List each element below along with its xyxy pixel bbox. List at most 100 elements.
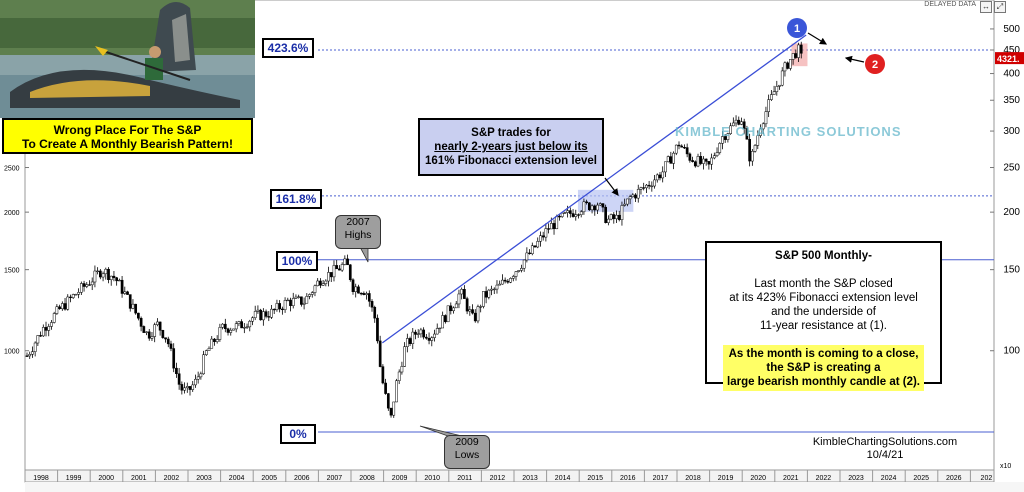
candle xyxy=(137,312,140,319)
candle xyxy=(118,279,121,282)
candle xyxy=(71,294,75,298)
candle xyxy=(44,327,48,331)
last-price-flag xyxy=(995,52,1024,65)
candle xyxy=(207,348,211,351)
candle xyxy=(52,313,56,323)
y-tick-label-right: 100 xyxy=(1003,346,1020,357)
candle xyxy=(753,145,757,152)
candle xyxy=(664,161,667,173)
candle xyxy=(566,210,569,213)
marker-1-circle xyxy=(787,18,807,38)
candle xyxy=(742,121,746,129)
candle xyxy=(446,305,450,323)
y-tick-label-right: 450 xyxy=(1003,45,1020,56)
candle xyxy=(772,91,776,95)
candle xyxy=(503,279,507,282)
x-tick-label: 2026 xyxy=(946,475,962,482)
candle xyxy=(615,214,618,220)
candle xyxy=(389,407,393,416)
candle xyxy=(264,311,268,317)
candle xyxy=(310,292,314,295)
candle xyxy=(329,272,333,278)
x-tick-label: 2022 xyxy=(816,475,832,482)
candle xyxy=(422,329,425,338)
candle xyxy=(245,326,249,328)
candle xyxy=(109,275,113,280)
note-line-2: nearly 2-years just below its xyxy=(434,141,588,153)
candle xyxy=(365,293,368,295)
candle xyxy=(384,382,387,394)
candle xyxy=(403,346,406,367)
candle xyxy=(297,296,301,298)
candle xyxy=(794,53,798,58)
candle xyxy=(115,277,119,282)
highlight-line-1: As the month is coming to a close, xyxy=(728,348,919,360)
candle xyxy=(294,296,298,299)
candle xyxy=(783,62,787,72)
candle xyxy=(367,293,371,302)
candle xyxy=(278,303,281,310)
candle xyxy=(536,241,540,248)
candle xyxy=(495,284,499,290)
x-tick-label: 2020 xyxy=(750,475,766,482)
candle xyxy=(558,215,561,218)
x-tick-label: 2003 xyxy=(196,475,212,482)
candle xyxy=(514,271,518,277)
y-tick-label-left: 2500 xyxy=(4,166,20,173)
zoom-tool-icon[interactable]: ⤢ xyxy=(994,1,1006,13)
candle xyxy=(291,298,295,306)
candle xyxy=(50,322,53,327)
candle xyxy=(357,286,360,294)
candle xyxy=(631,194,635,197)
candle xyxy=(202,354,205,375)
candle xyxy=(645,184,648,189)
candle xyxy=(473,312,477,322)
candle xyxy=(39,335,42,337)
candle xyxy=(465,298,469,312)
candle xyxy=(272,308,276,311)
x-tick-label: 1999 xyxy=(66,475,82,482)
candle xyxy=(416,333,420,335)
candle xyxy=(101,273,105,278)
candle xyxy=(560,212,564,217)
candle xyxy=(150,336,154,339)
candle xyxy=(655,174,659,181)
x-tick-label: 2006 xyxy=(294,475,310,482)
candle xyxy=(751,151,754,162)
last-price-label: 4321. xyxy=(997,54,1020,64)
candle xyxy=(166,338,170,345)
caption-line-2: To Create A Monthly Bearish Pattern! xyxy=(22,137,233,151)
candle xyxy=(177,373,181,385)
candle xyxy=(547,228,550,230)
candle xyxy=(267,316,271,318)
candle xyxy=(28,354,32,357)
candle xyxy=(759,128,762,136)
candle xyxy=(248,321,252,328)
y-tick-label-right: 250 xyxy=(1003,163,1020,174)
candle xyxy=(169,343,173,349)
candle xyxy=(653,179,656,187)
x-tick-label: 2013 xyxy=(522,475,538,482)
y-tick-label-right: 200 xyxy=(1003,207,1020,218)
candle xyxy=(778,84,781,87)
candle xyxy=(308,294,311,297)
candle xyxy=(764,111,768,125)
summary-line-2: at its 423% Fibonacci extension level xyxy=(729,292,918,304)
candle xyxy=(579,211,583,216)
y-tick-label-right: 300 xyxy=(1003,126,1020,137)
candle xyxy=(748,139,751,162)
candle xyxy=(761,123,765,130)
whale-kayak-photo xyxy=(0,0,255,118)
lows-line-1: 2009 xyxy=(455,436,479,448)
candle xyxy=(99,270,102,278)
pan-tool-icon[interactable]: ↔ xyxy=(980,1,992,13)
candle xyxy=(93,270,97,283)
candle xyxy=(161,330,165,338)
resistance-trendline xyxy=(381,34,807,344)
candle xyxy=(718,143,722,153)
candle xyxy=(745,128,749,140)
candle xyxy=(430,337,434,341)
highlight-line-2: the S&P is creating a xyxy=(766,362,881,374)
candle xyxy=(530,245,534,255)
candle xyxy=(262,311,265,321)
